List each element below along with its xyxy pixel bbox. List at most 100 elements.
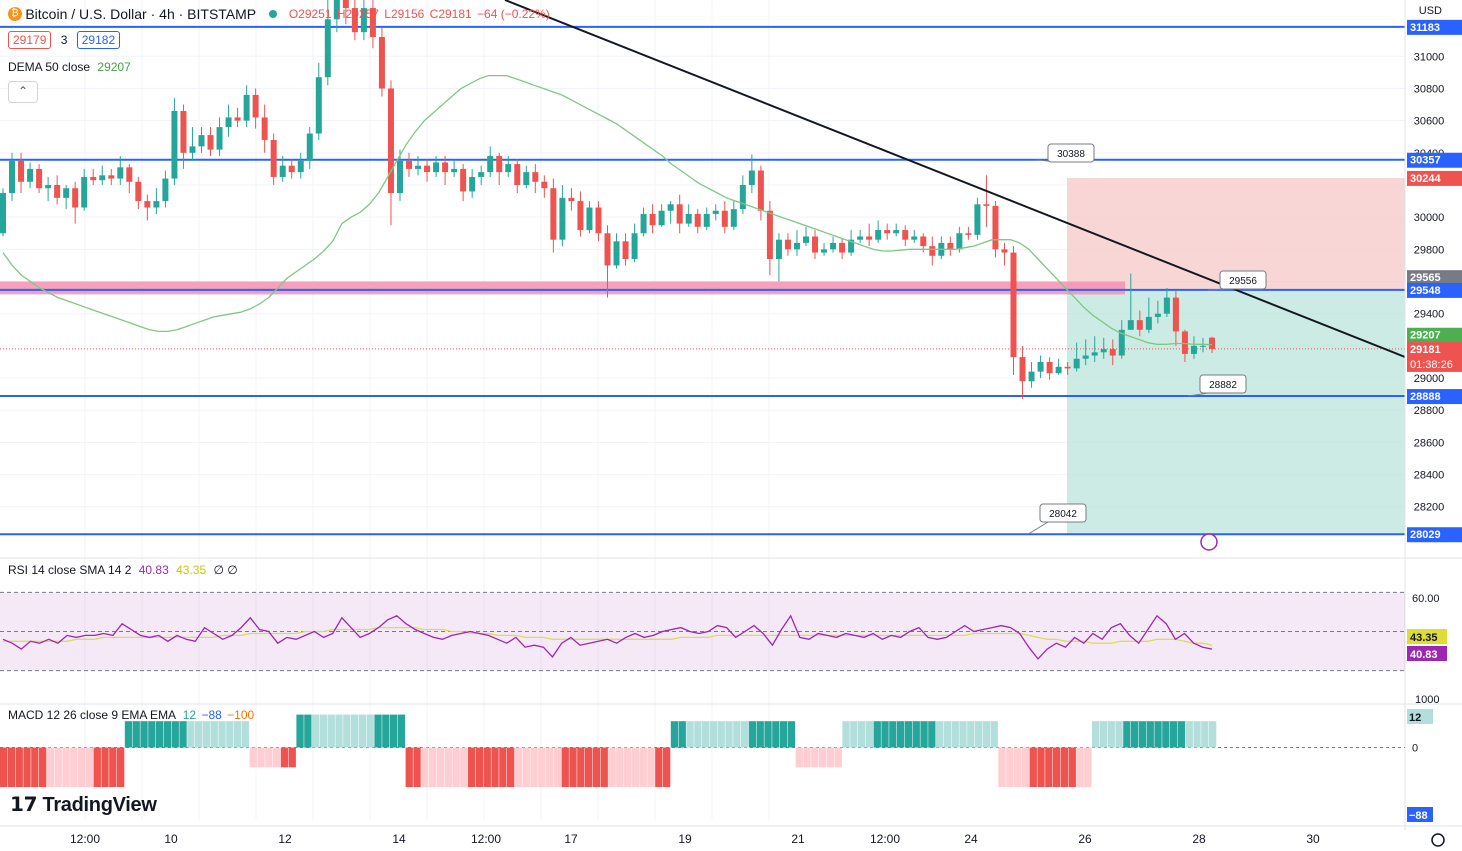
price-tick: 29400 — [1414, 309, 1445, 321]
macd-histogram-bar — [522, 747, 530, 788]
macd-histogram-bar — [304, 714, 312, 748]
macd-histogram-bar — [280, 747, 289, 768]
time-tick: 24 — [964, 832, 978, 846]
macd-histogram-bar — [1014, 747, 1022, 788]
candle-body — [505, 164, 512, 173]
buy-price-button[interactable]: 29182 — [76, 31, 121, 49]
macd-histogram-bar — [912, 721, 920, 748]
candle-body — [541, 181, 548, 189]
macd-histogram-bar — [928, 721, 936, 748]
rsi-badge — [1407, 629, 1447, 644]
macd-histogram-bar — [429, 747, 437, 788]
candle-body — [27, 168, 34, 182]
macd-histogram-bar — [382, 714, 390, 748]
macd-histogram-bar — [1177, 721, 1186, 748]
macd-histogram-bar — [85, 747, 94, 788]
macd-line-value: −88 — [201, 708, 222, 722]
candle-body — [342, 0, 349, 9]
ohlc-change: −64 (−0.22%) — [477, 7, 550, 21]
macd-histogram-bar — [358, 714, 367, 748]
macd-histogram-bar — [663, 747, 671, 788]
candle-body — [54, 185, 61, 198]
macd-signal-value: −100 — [227, 708, 255, 722]
candle-body — [297, 160, 304, 173]
candle-body — [1190, 345, 1197, 354]
bid-ask-legend: 29179 3 29182 — [8, 31, 121, 49]
price-tick: 30600 — [1414, 116, 1445, 128]
ohlc-close: C29181 — [429, 7, 472, 21]
macd-histogram-bar — [795, 747, 803, 768]
collapse-legend-button[interactable]: ⌃ — [8, 81, 38, 103]
candle-body — [1028, 371, 1035, 382]
candle-body — [369, 8, 376, 37]
macd-histogram-bar — [78, 747, 86, 788]
price-badge — [1407, 327, 1462, 343]
price-badge — [1407, 341, 1462, 372]
macd-histogram-bar — [936, 721, 944, 748]
candle-body — [234, 117, 241, 121]
tradingview-logo-icon: 𝟭𝟳 — [10, 794, 38, 816]
rsi-badge — [1407, 646, 1447, 661]
macd-histogram-bar — [1123, 721, 1131, 748]
candle-body — [36, 168, 43, 189]
macd-histogram-bar — [772, 721, 780, 748]
macd-histogram-bar — [413, 747, 421, 788]
candle-body — [604, 233, 611, 266]
macd-histogram-bar — [709, 721, 718, 748]
bitcoin-icon: ₿ — [8, 7, 22, 21]
candle-body — [1154, 313, 1161, 317]
dema-legend[interactable]: DEMA 50 close 29207 — [8, 60, 131, 74]
candle-body — [613, 241, 620, 266]
macd-histogram-bar — [249, 747, 257, 768]
candle-body — [775, 239, 782, 259]
macd-histogram-bar — [998, 747, 1006, 788]
rsi-legend[interactable]: RSI 14 close SMA 14 2 40.83 43.35 ∅ ∅ — [8, 563, 238, 577]
macd-histogram-bar — [1099, 721, 1108, 748]
macd-histogram-bar — [210, 721, 218, 748]
candle-body — [279, 165, 286, 177]
price-badge — [1407, 389, 1462, 405]
macd-histogram-bar — [897, 721, 905, 748]
macd-histogram-bar — [1138, 721, 1147, 748]
macd-histogram-bar — [889, 721, 897, 748]
macd-histogram-bar — [756, 721, 764, 748]
macd-histogram-bar — [811, 747, 819, 768]
macd-badge — [1407, 709, 1433, 724]
spread-value: 3 — [60, 33, 68, 47]
sell-price-button[interactable]: 29179 — [8, 31, 52, 49]
take-profit-zone — [1067, 289, 1405, 535]
symbol-title[interactable]: Bitcoin / U.S. Dollar · 4h · BITSTAMP — [25, 6, 257, 22]
macd-histogram-bar — [124, 721, 133, 748]
candle-body — [1046, 361, 1053, 374]
macd-histogram-bar — [366, 714, 374, 748]
macd-histogram-bar — [241, 721, 250, 748]
candle-body — [649, 213, 656, 226]
macd-histogram-bar — [865, 721, 874, 748]
macd-histogram-bar — [592, 747, 601, 788]
macd-histogram-bar — [546, 747, 554, 788]
tradingview-logo[interactable]: 𝟭𝟳 TradingView — [10, 792, 157, 817]
macd-histogram-bar — [288, 747, 296, 768]
candle-body — [911, 236, 918, 240]
candle-body — [640, 213, 647, 234]
macd-legend[interactable]: MACD 12 26 close 9 EMA EMA 12 −88 −100 — [8, 708, 254, 722]
macd-histogram-bar — [452, 747, 460, 788]
macd-histogram-bar — [616, 747, 624, 788]
price-badge — [1407, 282, 1462, 298]
candle-body — [90, 176, 97, 181]
macd-histogram-bar — [538, 747, 546, 788]
macd-histogram-bar — [109, 747, 117, 788]
macd-histogram-bar — [491, 747, 499, 788]
currency-label[interactable]: USD — [1418, 5, 1442, 17]
annotation-box — [1047, 143, 1095, 163]
candle-body — [848, 239, 855, 253]
rsi-axis-tick: 1000 — [1415, 694, 1439, 706]
price-badge-label: 29181 — [1410, 344, 1441, 356]
annotation-box — [1199, 374, 1247, 394]
candle-body — [288, 165, 295, 173]
candle-body — [550, 188, 557, 240]
candle-body — [712, 210, 719, 214]
candle-body — [784, 239, 791, 250]
macd-histogram-bar — [873, 721, 881, 748]
